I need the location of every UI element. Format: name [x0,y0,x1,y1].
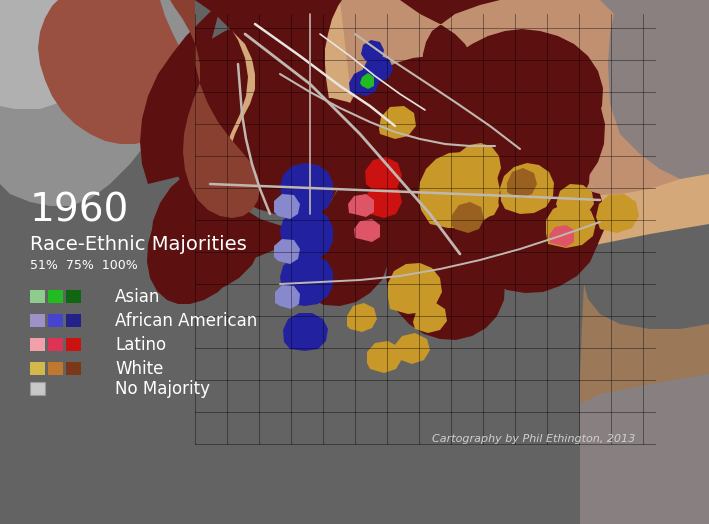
Text: Cartography by Phil Ethington, 2013: Cartography by Phil Ethington, 2013 [432,434,635,444]
Polygon shape [275,285,300,309]
Bar [48,290,63,303]
Bar [30,290,45,303]
Polygon shape [170,0,260,218]
Bar [30,314,45,327]
Bar [66,338,81,351]
Polygon shape [413,303,447,333]
Bar [30,382,45,395]
Polygon shape [274,239,300,264]
Bar [48,362,63,375]
Polygon shape [507,168,537,198]
Polygon shape [556,184,594,218]
Polygon shape [455,143,501,188]
Polygon shape [361,40,384,63]
Polygon shape [365,157,402,193]
Bar [30,338,45,351]
Polygon shape [340,0,709,196]
Polygon shape [38,0,188,144]
Text: No Majority: No Majority [115,379,210,398]
Polygon shape [195,0,500,216]
Text: 51%  75%  100%: 51% 75% 100% [30,259,138,272]
Polygon shape [230,0,709,259]
Polygon shape [283,313,328,351]
Bar [66,314,81,327]
Bar [48,314,63,327]
Polygon shape [546,203,596,248]
Text: Latino: Latino [115,335,166,354]
Bar [66,362,81,375]
Polygon shape [0,362,709,524]
Polygon shape [452,202,484,233]
Polygon shape [140,0,605,304]
Polygon shape [367,182,402,218]
Bar [30,362,45,375]
Polygon shape [274,194,300,219]
Polygon shape [580,374,709,524]
Polygon shape [348,194,374,217]
Polygon shape [349,69,379,96]
Text: Race-Ethnic Majorities: Race-Ethnic Majorities [30,235,247,254]
Polygon shape [367,341,402,373]
Polygon shape [418,152,500,228]
Polygon shape [354,219,380,242]
Polygon shape [151,0,605,340]
Polygon shape [280,163,333,216]
Polygon shape [468,189,499,218]
Text: Asian: Asian [115,288,160,305]
Polygon shape [388,263,442,314]
Polygon shape [580,284,709,524]
Polygon shape [280,208,333,261]
Bar [66,290,81,303]
Polygon shape [500,163,554,214]
Polygon shape [394,333,430,364]
Text: White: White [115,359,163,377]
Polygon shape [360,73,374,89]
Polygon shape [280,254,333,306]
Polygon shape [600,0,709,179]
Polygon shape [347,303,377,332]
Polygon shape [549,225,574,247]
Text: African American: African American [115,311,257,330]
Polygon shape [596,194,639,233]
Polygon shape [0,0,130,109]
Polygon shape [0,0,195,206]
Polygon shape [363,55,393,82]
Bar [48,338,63,351]
Polygon shape [379,106,416,139]
Text: 1960: 1960 [30,191,129,229]
